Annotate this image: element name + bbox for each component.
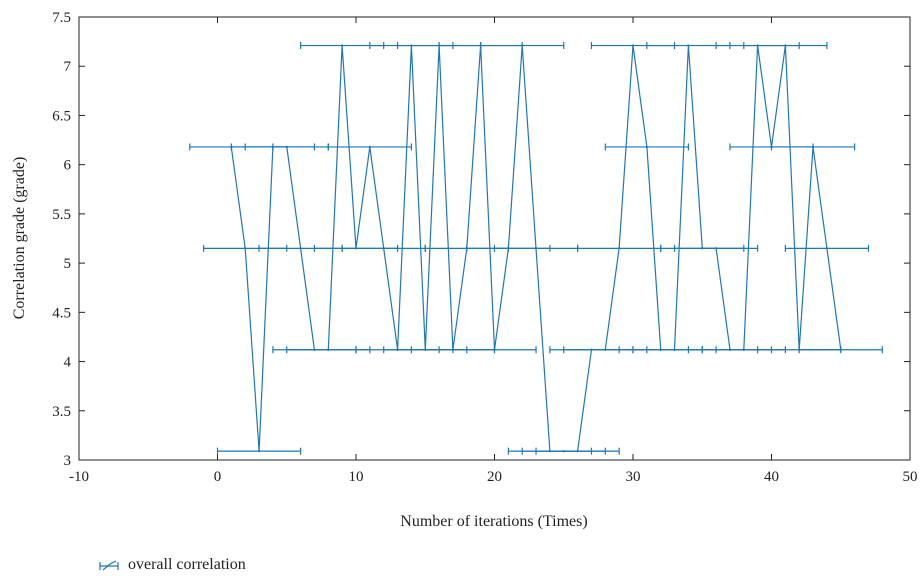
series-overall-correlation bbox=[189, 42, 883, 455]
plot-frame bbox=[78, 16, 911, 461]
error-bar bbox=[743, 42, 828, 50]
x-axis-title: Number of iterations (Times) bbox=[400, 513, 587, 530]
error-bar bbox=[770, 143, 856, 151]
data-point bbox=[645, 145, 649, 149]
data-point bbox=[784, 44, 787, 47]
data-point bbox=[382, 247, 385, 250]
x-tick-label: 40 bbox=[764, 469, 779, 485]
data-point bbox=[534, 247, 538, 250]
y-tick-label: 6.5 bbox=[52, 108, 71, 124]
data-point bbox=[327, 348, 330, 351]
legend-label: overall correlation bbox=[128, 556, 246, 573]
y-tick-label: 7.5 bbox=[52, 10, 71, 26]
series-layer bbox=[189, 42, 883, 455]
data-point bbox=[493, 348, 496, 351]
x-tick-label: 10 bbox=[349, 469, 364, 485]
data-point bbox=[521, 44, 524, 47]
error-bar bbox=[327, 143, 412, 151]
data-point bbox=[299, 247, 302, 250]
y-tick-label: 6 bbox=[64, 158, 72, 174]
y-tick-label: 4.5 bbox=[52, 305, 71, 321]
data-point bbox=[340, 44, 344, 47]
legend: overall correlation bbox=[99, 556, 246, 573]
x-tick-label: -10 bbox=[69, 469, 89, 485]
y-tick-label: 4 bbox=[64, 355, 72, 371]
data-point bbox=[687, 44, 690, 47]
error-bar bbox=[604, 143, 690, 151]
data-point bbox=[631, 44, 635, 47]
data-point bbox=[244, 247, 247, 250]
data-point bbox=[673, 348, 676, 351]
error-bar bbox=[535, 447, 620, 455]
data-point bbox=[714, 247, 718, 250]
y-tick-label: 5 bbox=[64, 256, 72, 272]
data-point bbox=[825, 247, 829, 250]
y-tick-label: 3 bbox=[64, 453, 72, 469]
x-tick-label: 0 bbox=[214, 469, 222, 485]
legend-swatch-icon bbox=[99, 560, 119, 571]
y-axis-title: Correlation grade (grade) bbox=[11, 157, 28, 320]
error-bar bbox=[480, 42, 565, 50]
y-axis-ticks: 3 3.5 4 4.5 5 5.5 6 6.5 7 7.5 bbox=[52, 10, 910, 469]
data-point bbox=[742, 348, 745, 351]
data-point bbox=[576, 449, 579, 453]
data-point bbox=[368, 145, 372, 149]
x-axis-ticks: -10 0 10 20 30 40 50 bbox=[69, 17, 918, 485]
error-bar bbox=[798, 346, 883, 354]
error-bar bbox=[784, 244, 870, 252]
x-tick-label: 20 bbox=[487, 469, 502, 485]
data-point bbox=[604, 348, 607, 351]
y-tick-label: 5.5 bbox=[52, 207, 71, 223]
y-tick-label: 3.5 bbox=[52, 404, 71, 420]
data-point bbox=[285, 145, 288, 149]
data-point bbox=[617, 247, 621, 250]
error-bar bbox=[216, 447, 302, 455]
data-point bbox=[811, 145, 815, 149]
error-bar bbox=[673, 244, 759, 252]
error-bar bbox=[452, 346, 537, 354]
x-tick-label: 50 bbox=[903, 469, 918, 485]
data-point bbox=[839, 348, 842, 351]
y-tick-label: 7 bbox=[64, 59, 72, 75]
x-tick-label: 30 bbox=[626, 469, 641, 485]
data-point bbox=[257, 449, 261, 453]
